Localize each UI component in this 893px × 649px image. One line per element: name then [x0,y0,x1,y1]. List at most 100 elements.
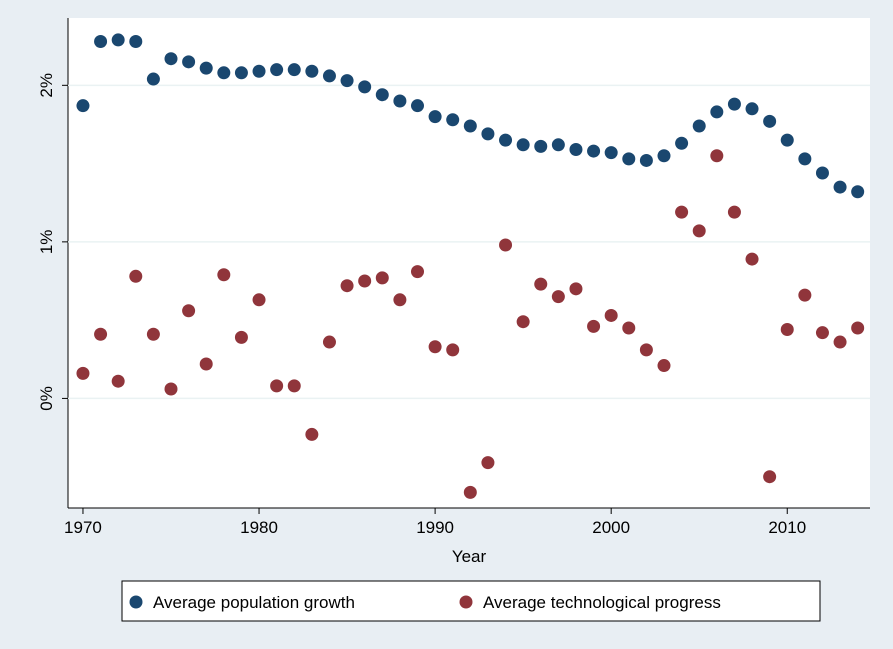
point [217,268,231,282]
point [428,340,442,354]
point [516,138,530,152]
point [815,166,829,180]
point [551,290,565,304]
point [164,382,178,396]
point [639,153,653,167]
point [164,52,178,66]
point [446,343,460,357]
x-tick-label: 2010 [768,518,806,537]
point [375,88,389,102]
point [463,119,477,133]
point [551,138,565,152]
point [252,293,266,307]
point [234,66,248,80]
point [199,61,213,75]
point [692,119,706,133]
point [146,72,160,86]
point [851,185,865,199]
point [499,238,513,252]
point [287,379,301,393]
point [745,252,759,266]
y-tick-label: 1% [37,230,56,255]
point [499,133,513,147]
point [340,74,354,88]
point [569,143,583,157]
point [763,114,777,128]
point [270,63,284,77]
point [129,34,143,48]
point [393,293,407,307]
x-tick-label: 1980 [240,518,278,537]
x-tick-label: 1970 [64,518,102,537]
point [481,456,495,470]
point [622,321,636,335]
point [428,110,442,124]
point [833,180,847,194]
point [657,149,671,163]
point [94,327,108,341]
legend-marker [459,595,473,609]
point [587,144,601,158]
point [358,274,372,288]
point [763,470,777,484]
point [146,327,160,341]
point [851,321,865,335]
point [111,374,125,388]
point [516,315,530,329]
legend-label: Average technological progress [483,593,721,612]
point [234,330,248,344]
point [692,224,706,238]
point [446,113,460,127]
point [410,99,424,113]
legend-label: Average population growth [153,593,355,612]
point [340,279,354,293]
point [780,323,794,337]
y-tick-label: 0% [37,386,56,411]
point [322,335,336,349]
point [534,139,548,153]
point [129,269,143,283]
point [710,149,724,163]
point [358,80,372,94]
point [217,66,231,80]
point [322,69,336,83]
x-axis-label: Year [452,547,487,566]
point [745,102,759,116]
point [727,205,741,219]
point [94,34,108,48]
point [604,308,618,322]
point [727,97,741,111]
point [305,427,319,441]
point [675,136,689,150]
point [604,146,618,160]
point [287,63,301,77]
point [639,343,653,357]
point [199,357,213,371]
point [657,359,671,373]
legend-marker [129,595,143,609]
point [587,319,601,333]
point [481,127,495,141]
point [815,326,829,340]
point [798,152,812,166]
point [833,335,847,349]
point [252,64,266,78]
point [270,379,284,393]
point [305,64,319,78]
point [410,265,424,279]
point [710,105,724,119]
point [375,271,389,285]
y-tick-label: 2% [37,73,56,98]
x-tick-label: 1990 [416,518,454,537]
point [182,55,196,69]
point [76,366,90,380]
point [569,282,583,296]
point [463,485,477,499]
point [393,94,407,108]
x-tick-label: 2000 [592,518,630,537]
point [76,99,90,113]
point [798,288,812,302]
point [675,205,689,219]
point [622,152,636,166]
